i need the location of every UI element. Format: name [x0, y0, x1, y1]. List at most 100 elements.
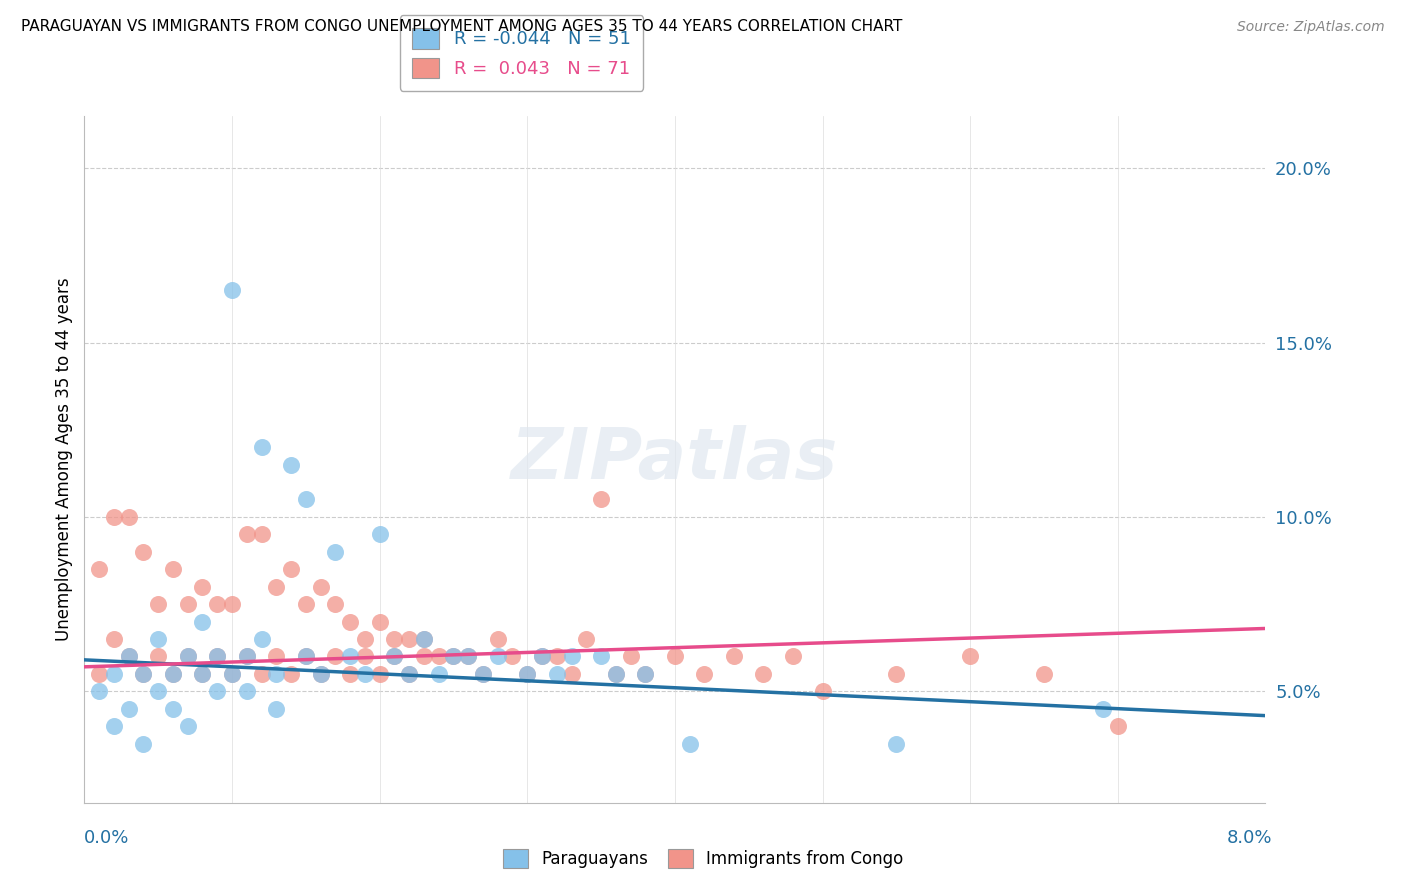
Point [250, 527, 273, 541]
Point [591, 649, 613, 664]
Point [118, 649, 141, 664]
Point [118, 509, 141, 524]
Point [103, 632, 125, 646]
Point [87, 684, 111, 698]
Point [382, 649, 406, 664]
Point [191, 615, 214, 629]
Legend: Paraguayans, Immigrants from Congo: Paraguayans, Immigrants from Congo [496, 842, 910, 875]
Point [591, 492, 613, 507]
Point [516, 666, 538, 681]
Point [148, 597, 170, 611]
Point [457, 649, 479, 664]
Y-axis label: Unemployment Among Ages 35 to 44 years: Unemployment Among Ages 35 to 44 years [55, 277, 73, 641]
Point [221, 283, 243, 297]
Point [339, 615, 361, 629]
Text: 0.0%: 0.0% [84, 829, 129, 847]
Point [132, 666, 155, 681]
Point [205, 649, 228, 664]
Point [886, 666, 908, 681]
Point [354, 632, 377, 646]
Point [531, 649, 554, 664]
Point [413, 649, 436, 664]
Point [221, 666, 243, 681]
Point [148, 684, 170, 698]
Legend: R = -0.044   N = 51, R =  0.043   N = 71: R = -0.044 N = 51, R = 0.043 N = 71 [399, 15, 643, 91]
Text: 8.0%: 8.0% [1227, 829, 1272, 847]
Point [368, 615, 391, 629]
Point [132, 666, 155, 681]
Point [472, 666, 495, 681]
Point [546, 649, 568, 664]
Point [634, 666, 657, 681]
Point [782, 649, 804, 664]
Point [531, 649, 554, 664]
Point [205, 684, 228, 698]
Point [205, 649, 228, 664]
Point [280, 458, 302, 472]
Point [148, 649, 170, 664]
Point [339, 666, 361, 681]
Point [382, 632, 406, 646]
Point [162, 701, 184, 715]
Point [309, 666, 332, 681]
Point [486, 632, 509, 646]
Point [354, 666, 377, 681]
Point [87, 666, 111, 681]
Point [368, 666, 391, 681]
Point [264, 666, 288, 681]
Point [191, 666, 214, 681]
Point [619, 649, 641, 664]
Point [413, 632, 436, 646]
Point [264, 701, 288, 715]
Point [177, 649, 200, 664]
Point [148, 632, 170, 646]
Point [162, 562, 184, 576]
Point [235, 649, 259, 664]
Point [398, 666, 420, 681]
Point [575, 632, 598, 646]
Point [295, 492, 318, 507]
Point [118, 649, 141, 664]
Point [605, 666, 627, 681]
Point [103, 509, 125, 524]
Point [1092, 701, 1115, 715]
Point [679, 737, 702, 751]
Point [250, 632, 273, 646]
Point [501, 649, 523, 664]
Point [177, 597, 200, 611]
Point [280, 562, 302, 576]
Point [250, 440, 273, 454]
Point [516, 666, 538, 681]
Point [664, 649, 686, 664]
Point [323, 649, 347, 664]
Point [177, 649, 200, 664]
Point [132, 545, 155, 559]
Point [235, 649, 259, 664]
Point [191, 580, 214, 594]
Point [457, 649, 479, 664]
Point [235, 684, 259, 698]
Point [443, 649, 465, 664]
Text: Source: ZipAtlas.com: Source: ZipAtlas.com [1237, 21, 1385, 34]
Point [413, 632, 436, 646]
Point [235, 527, 259, 541]
Point [1032, 666, 1054, 681]
Point [427, 666, 450, 681]
Point [221, 597, 243, 611]
Point [811, 684, 834, 698]
Point [250, 666, 273, 681]
Point [605, 666, 627, 681]
Point [560, 649, 583, 664]
Point [354, 649, 377, 664]
Point [162, 666, 184, 681]
Point [486, 649, 509, 664]
Point [191, 666, 214, 681]
Point [103, 666, 125, 681]
Point [118, 701, 141, 715]
Point [443, 649, 465, 664]
Point [546, 666, 568, 681]
Point [560, 666, 583, 681]
Point [339, 649, 361, 664]
Point [398, 632, 420, 646]
Text: ZIPatlas: ZIPatlas [512, 425, 838, 494]
